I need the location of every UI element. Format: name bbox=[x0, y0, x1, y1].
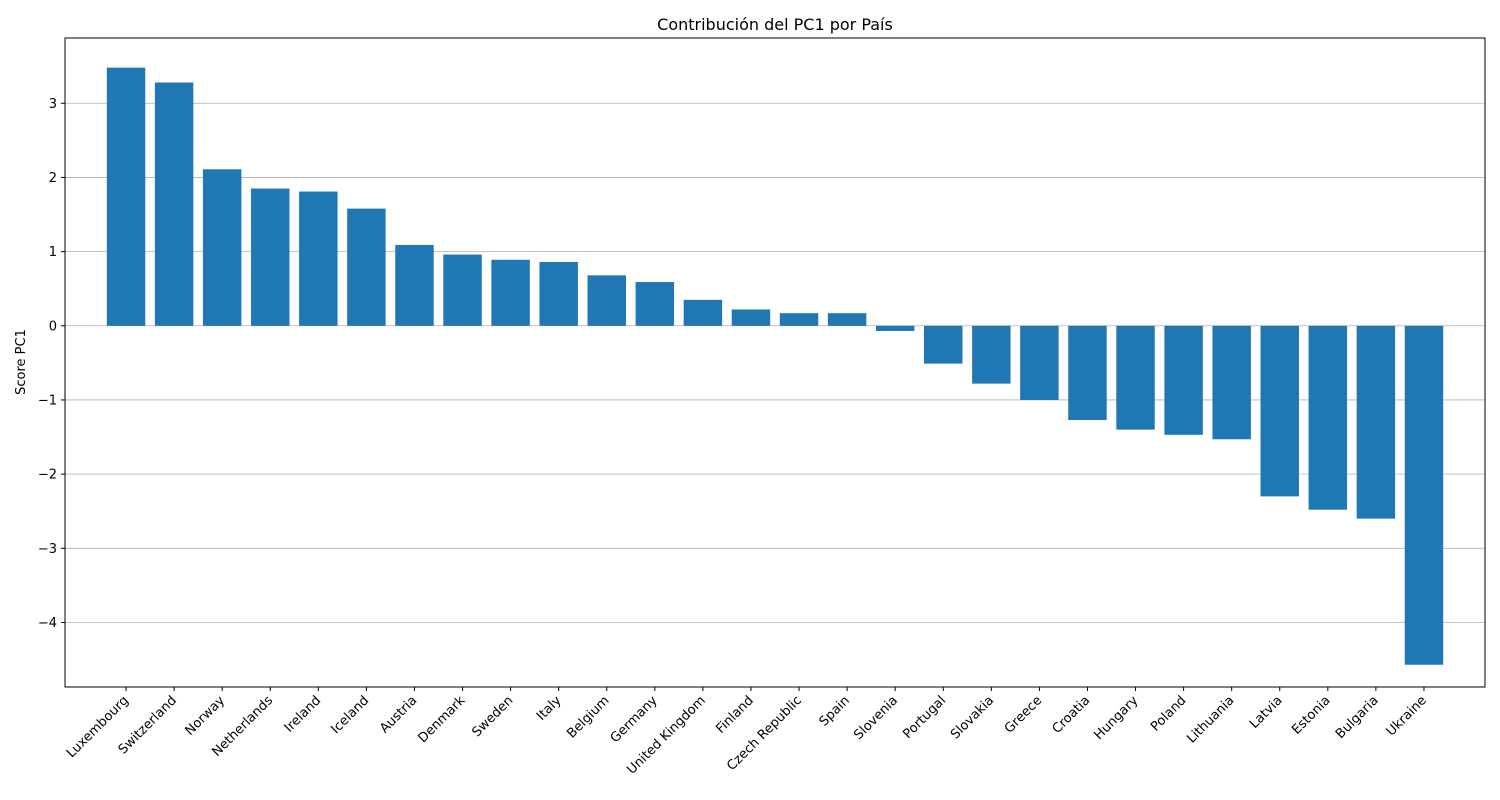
bar bbox=[1164, 325, 1203, 435]
y-axis-label: Score PC1 bbox=[14, 329, 29, 395]
bar bbox=[1020, 325, 1059, 400]
chart-title: Contribución del PC1 por País bbox=[657, 15, 893, 34]
y-tick-label: −2 bbox=[38, 468, 57, 483]
bar bbox=[154, 82, 194, 326]
y-tick-label: −1 bbox=[38, 393, 57, 408]
x-tick-label: Poland bbox=[1148, 693, 1189, 734]
bar bbox=[491, 259, 530, 326]
x-tick-label: Iceland bbox=[328, 693, 372, 737]
x-tick-label: Norway bbox=[183, 693, 229, 739]
plot-frame bbox=[64, 37, 1486, 688]
bar bbox=[924, 325, 963, 364]
x-tick-label: Slovenia bbox=[851, 693, 901, 743]
bar bbox=[202, 169, 242, 326]
bar bbox=[251, 188, 290, 326]
x-tick-label: Austria bbox=[377, 693, 420, 736]
bar bbox=[875, 325, 915, 331]
bar bbox=[1404, 325, 1444, 665]
bar bbox=[1116, 325, 1155, 430]
bar bbox=[1260, 325, 1299, 497]
bar bbox=[731, 309, 771, 326]
x-tick-label: Italy bbox=[534, 693, 565, 724]
bar bbox=[972, 325, 1011, 384]
x-tick-label: Greece bbox=[1002, 693, 1045, 736]
bar bbox=[539, 261, 578, 326]
x-tick-label: Ireland bbox=[282, 693, 324, 735]
x-tick-label: Ukraine bbox=[1384, 693, 1430, 739]
x-tick-label: Croatia bbox=[1050, 693, 1094, 737]
bar-layer bbox=[106, 67, 1444, 665]
bar bbox=[1212, 325, 1251, 440]
bar bbox=[299, 191, 338, 326]
bar bbox=[779, 313, 819, 326]
bar bbox=[347, 208, 386, 326]
y-tick-label: −3 bbox=[38, 542, 57, 557]
x-tick-label: Slovakia bbox=[948, 693, 997, 742]
bar bbox=[1356, 325, 1396, 519]
bar bbox=[827, 313, 867, 326]
bar bbox=[106, 67, 146, 326]
bar bbox=[587, 275, 626, 326]
bar bbox=[683, 299, 723, 326]
y-tick-label: 0 bbox=[49, 319, 57, 334]
y-tick-label: 1 bbox=[49, 245, 57, 260]
bar bbox=[443, 254, 482, 326]
x-tick-label: Latvia bbox=[1247, 693, 1286, 732]
x-tick-label: Belgium bbox=[564, 693, 612, 741]
y-tick-label: −4 bbox=[38, 616, 57, 631]
x-tick-label: Lithuania bbox=[1184, 693, 1237, 746]
bar bbox=[635, 282, 675, 326]
y-tick-label: 2 bbox=[49, 171, 57, 186]
x-tick-label: Finland bbox=[713, 693, 756, 736]
x-tick-label: Denmark bbox=[415, 693, 468, 746]
bar bbox=[395, 244, 434, 326]
x-tick-label: Bulgaria bbox=[1333, 693, 1382, 742]
y-axis: 3 2 1 0 −1 −2 −3 −4 bbox=[38, 97, 65, 631]
x-tick-label: Sweden bbox=[470, 693, 517, 740]
x-tick-label: Hungary bbox=[1092, 693, 1142, 743]
y-tick-label: 3 bbox=[49, 97, 57, 112]
bar bbox=[1308, 325, 1348, 510]
x-tick-label: Estonia bbox=[1289, 693, 1333, 737]
bar bbox=[1068, 325, 1107, 420]
x-tick-label: Portugal bbox=[900, 693, 949, 742]
x-tick-label: Spain bbox=[817, 693, 853, 729]
